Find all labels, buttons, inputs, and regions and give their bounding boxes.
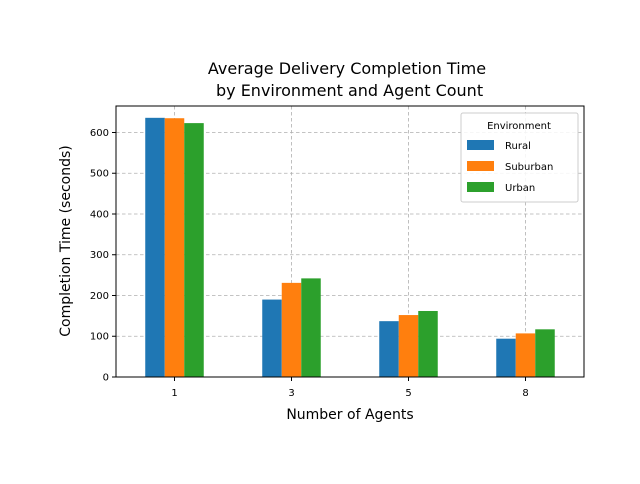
legend-swatch-suburban [467,161,494,171]
axes-frame [115,105,585,378]
x-tick-label: 3 [288,388,294,399]
chart-title-line-2: by Environment and Agent Count [211,81,483,100]
legend-label-suburban: Suburban [505,162,553,173]
bar-suburban-8 [515,333,536,377]
y-tick-label: 0 [103,373,109,384]
chart-title-line-1: Average Delivery Completion Time [208,59,486,78]
x-axis-ticks: 1 3 5 8 [171,377,529,399]
bar-rural-5 [379,321,399,377]
legend-label-rural: Rural [505,141,531,152]
y-tick-label: 500 [90,169,109,180]
y-tick-label: 600 [90,128,109,139]
bar-urban-8 [535,329,555,377]
legend-title: Environment [487,121,551,132]
y-tick-label: 400 [90,209,109,220]
y-tick-label: 100 [90,332,109,343]
y-axis-ticks: 0 100 200 300 400 500 600 [90,128,116,384]
y-axis-label: Completion Time (seconds) [58,145,74,337]
bar-rural-1 [145,117,165,377]
bar-urban-5 [418,310,438,377]
bar-rural-3 [262,299,282,377]
legend-label-urban: Urban [505,183,535,194]
y-tick-label: 300 [90,250,109,261]
y-tick-label: 200 [90,291,109,302]
x-tick-label: 5 [405,388,411,399]
legend-items: Rural Suburban Urban [467,140,553,194]
bar-urban-1 [184,123,204,378]
legend: Environment Rural Suburban Urban [460,112,579,203]
x-axis-label: Number of Agents [286,407,413,423]
bar-suburban-1 [164,118,185,378]
bar-suburban-5 [398,315,419,377]
legend-swatch-urban [467,182,494,192]
bar-rural-8 [496,338,516,377]
x-tick-label: 1 [171,388,177,399]
legend-swatch-rural [467,140,494,150]
bars [145,117,555,378]
bar-suburban-3 [281,282,302,377]
legend-box [460,112,579,203]
x-tick-label: 8 [522,388,528,399]
bar-urban-3 [301,278,321,377]
